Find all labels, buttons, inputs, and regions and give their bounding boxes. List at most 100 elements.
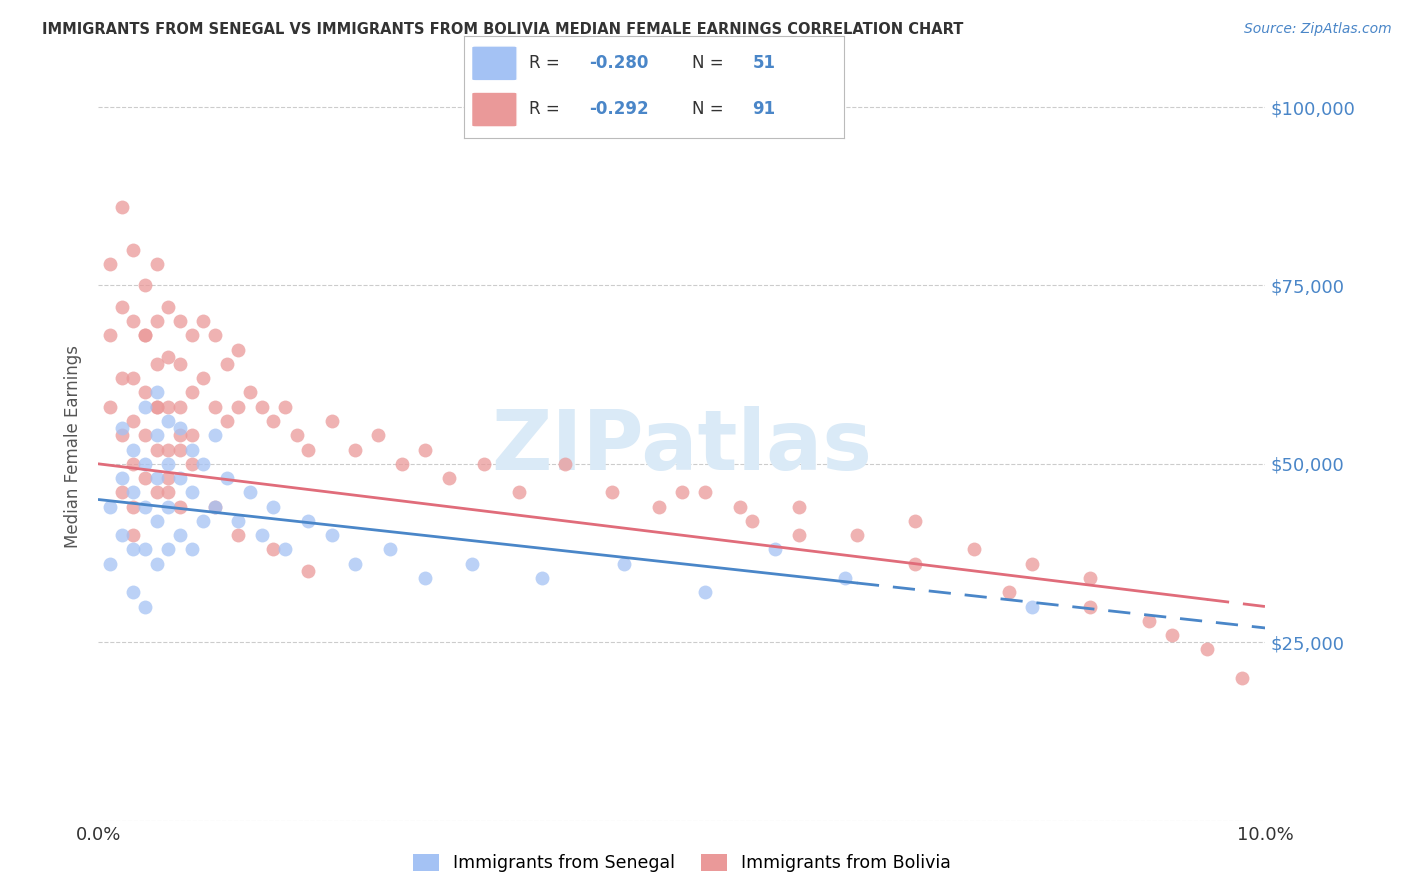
Point: [122, 414, 145, 428]
Point: [98, 500, 121, 514]
Point: [134, 328, 156, 343]
Point: [344, 442, 367, 457]
Point: [157, 400, 180, 414]
Text: ZIPatlas: ZIPatlas: [492, 406, 872, 486]
Point: [157, 471, 180, 485]
Point: [297, 442, 319, 457]
Text: 91: 91: [752, 100, 776, 118]
Point: [134, 385, 156, 400]
Point: [134, 471, 156, 485]
Point: [391, 457, 413, 471]
Point: [180, 385, 202, 400]
Point: [146, 400, 169, 414]
Point: [1080, 599, 1102, 614]
Point: [134, 328, 156, 343]
Text: -0.280: -0.280: [589, 54, 648, 72]
Point: [157, 457, 180, 471]
Y-axis label: Median Female Earnings: Median Female Earnings: [65, 344, 83, 548]
Point: [98, 257, 121, 271]
Point: [111, 528, 134, 542]
Point: [111, 485, 134, 500]
Point: [122, 585, 145, 599]
Point: [193, 457, 215, 471]
Point: [461, 557, 484, 571]
Text: 51: 51: [752, 54, 776, 72]
Point: [204, 428, 226, 442]
Point: [1161, 628, 1184, 642]
Point: [228, 528, 250, 542]
Point: [134, 400, 156, 414]
Text: IMMIGRANTS FROM SENEGAL VS IMMIGRANTS FROM BOLIVIA MEDIAN FEMALE EARNINGS CORREL: IMMIGRANTS FROM SENEGAL VS IMMIGRANTS FR…: [42, 22, 963, 37]
Point: [846, 528, 869, 542]
Point: [122, 243, 145, 257]
Point: [612, 557, 634, 571]
Point: [157, 485, 180, 500]
Point: [134, 500, 156, 514]
Point: [122, 371, 145, 385]
Point: [111, 471, 134, 485]
Point: [228, 514, 250, 528]
Point: [297, 514, 319, 528]
Point: [787, 528, 810, 542]
Point: [134, 457, 156, 471]
Point: [98, 328, 121, 343]
Point: [274, 400, 297, 414]
Point: [530, 571, 553, 585]
Point: [215, 357, 238, 371]
Point: [554, 457, 576, 471]
Point: [695, 485, 717, 500]
Point: [1137, 614, 1160, 628]
Point: [157, 300, 180, 314]
Point: [122, 528, 145, 542]
Point: [671, 485, 693, 500]
Point: [111, 200, 134, 214]
Point: [262, 542, 284, 557]
Point: [134, 542, 156, 557]
Point: [1195, 642, 1218, 657]
Point: [228, 343, 250, 357]
Point: [169, 428, 191, 442]
Point: [180, 457, 202, 471]
Point: [344, 557, 367, 571]
FancyBboxPatch shape: [471, 46, 517, 81]
Point: [204, 328, 226, 343]
Legend: Immigrants from Senegal, Immigrants from Bolivia: Immigrants from Senegal, Immigrants from…: [406, 847, 957, 880]
Point: [472, 457, 495, 471]
Point: [146, 514, 169, 528]
Point: [380, 542, 402, 557]
Point: [157, 500, 180, 514]
Point: [904, 514, 927, 528]
Point: [122, 442, 145, 457]
Point: [146, 314, 169, 328]
Point: [122, 485, 145, 500]
Point: [169, 421, 191, 435]
Point: [122, 542, 145, 557]
Point: [1021, 557, 1043, 571]
Point: [169, 357, 191, 371]
Text: N =: N =: [692, 54, 728, 72]
Point: [193, 514, 215, 528]
FancyBboxPatch shape: [471, 92, 517, 127]
Text: N =: N =: [692, 100, 728, 118]
Point: [321, 528, 343, 542]
Point: [169, 500, 191, 514]
Point: [1230, 671, 1253, 685]
Point: [157, 442, 180, 457]
Point: [157, 542, 180, 557]
Point: [250, 400, 273, 414]
Point: [1080, 571, 1102, 585]
Point: [834, 571, 856, 585]
Point: [204, 500, 226, 514]
Point: [146, 257, 169, 271]
Point: [904, 557, 927, 571]
Point: [146, 442, 169, 457]
Point: [215, 414, 238, 428]
Point: [239, 385, 262, 400]
Point: [146, 485, 169, 500]
Text: R =: R =: [529, 100, 565, 118]
Point: [997, 585, 1019, 599]
Point: [695, 585, 717, 599]
Point: [180, 485, 202, 500]
Point: [111, 300, 134, 314]
Point: [146, 471, 169, 485]
